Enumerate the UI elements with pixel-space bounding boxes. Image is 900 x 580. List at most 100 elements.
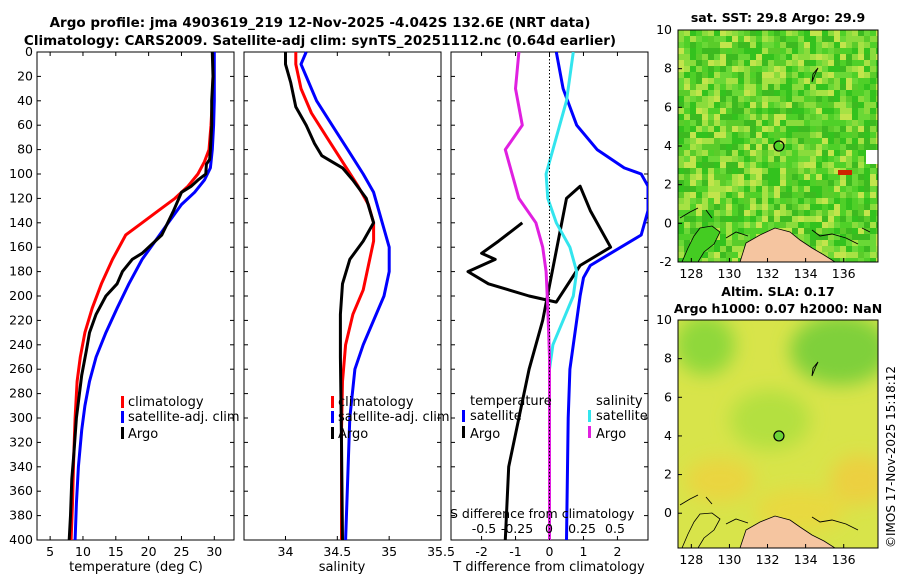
sst-cell [750, 36, 756, 42]
sst-cell [708, 162, 714, 168]
sst-cell [816, 150, 822, 156]
sst-cell [840, 84, 846, 90]
sst-cell [684, 30, 690, 36]
sst-cell [768, 114, 774, 120]
sst-cell [804, 126, 810, 132]
sst-cell [870, 132, 876, 138]
sst-cell [822, 180, 828, 186]
sst-cell [762, 120, 768, 126]
sst-cell [858, 168, 864, 174]
sst-cell [684, 90, 690, 96]
sst-cell [690, 144, 696, 150]
sst-cell [858, 246, 864, 252]
sst-cell [690, 180, 696, 186]
sst-cell [858, 84, 864, 90]
sst-cell [738, 126, 744, 132]
sst-cell [690, 210, 696, 216]
sst-cell [696, 174, 702, 180]
sst-cell [684, 246, 690, 252]
sst-cell [792, 132, 798, 138]
sst-cell [846, 42, 852, 48]
sst-cell [828, 72, 834, 78]
sst-cell [708, 168, 714, 174]
sst-cell [810, 126, 816, 132]
y-tick-label: 180 [9, 264, 33, 279]
x-tick-label: 34.5 [323, 544, 351, 559]
sst-cell [678, 174, 684, 180]
sst-cell [846, 120, 852, 126]
sst-cell [690, 66, 696, 72]
sst-cell [780, 72, 786, 78]
sst-cell [864, 90, 870, 96]
s-tick: -0.25 [501, 521, 533, 536]
sst-cell [828, 96, 834, 102]
sst-cell [732, 114, 738, 120]
sst-cell [870, 210, 876, 216]
sst-cell [768, 174, 774, 180]
sst-cell [720, 198, 726, 204]
sst-cell [786, 222, 792, 228]
sst-cell [708, 198, 714, 204]
sst-cell [732, 78, 738, 84]
sst-cell [822, 174, 828, 180]
sst-cell [732, 174, 738, 180]
sst-cell [780, 174, 786, 180]
series-line-satellite-adj-clim [73, 52, 216, 541]
sst-cell [846, 222, 852, 228]
sst-cell [678, 84, 684, 90]
sst-cell [822, 96, 828, 102]
sst-cell [840, 60, 846, 66]
sst-cell [696, 42, 702, 48]
sst-cell [828, 78, 834, 84]
sst-cell [810, 120, 816, 126]
sst-cell [720, 252, 726, 258]
sst-cell [750, 48, 756, 54]
sst-cell [822, 246, 828, 252]
sst-cell [708, 258, 714, 262]
sst-cell [786, 114, 792, 120]
sst-cell [738, 150, 744, 156]
sst-cell [822, 132, 828, 138]
sst-cell [684, 72, 690, 78]
sst-cell [696, 216, 702, 222]
sst-cell [810, 240, 816, 246]
sst-cell [876, 108, 878, 114]
sst-cell [810, 180, 816, 186]
sst-cell [738, 180, 744, 186]
legend-swatch-argo [121, 427, 124, 439]
sst-cell [684, 162, 690, 168]
sst-cell [870, 192, 876, 198]
sst-cell [858, 72, 864, 78]
sst-cell [804, 198, 810, 204]
sst-cell [720, 192, 726, 198]
sst-cell [798, 192, 804, 198]
sst-cell [750, 30, 756, 36]
sst-cell [744, 180, 750, 186]
sst-cell [678, 210, 684, 216]
sst-cell [828, 144, 834, 150]
sst-cell [786, 36, 792, 42]
x-tick-label: 25 [174, 544, 190, 559]
sst-cell [870, 78, 876, 84]
sst-cell [828, 252, 834, 258]
sst-cell [744, 108, 750, 114]
series-line-argo [284, 52, 376, 541]
sst-cell [708, 30, 714, 36]
sst-cell [684, 42, 690, 48]
sst-cell [768, 48, 774, 54]
x-tick-label: 35 [381, 544, 397, 559]
sst-cell [798, 132, 804, 138]
sst-cell [756, 168, 762, 174]
sst-cell [816, 222, 822, 228]
sst-cell [714, 144, 720, 150]
sst-cell [834, 198, 840, 204]
sst-cell [750, 198, 756, 204]
y-tick-label: 120 [9, 190, 33, 205]
sst-cell [738, 30, 744, 36]
sst-cell [774, 210, 780, 216]
sst-cell [834, 48, 840, 54]
sst-cell [846, 192, 852, 198]
sst-cell [720, 180, 726, 186]
sst-cell [852, 174, 858, 180]
sst-cell [702, 114, 708, 120]
